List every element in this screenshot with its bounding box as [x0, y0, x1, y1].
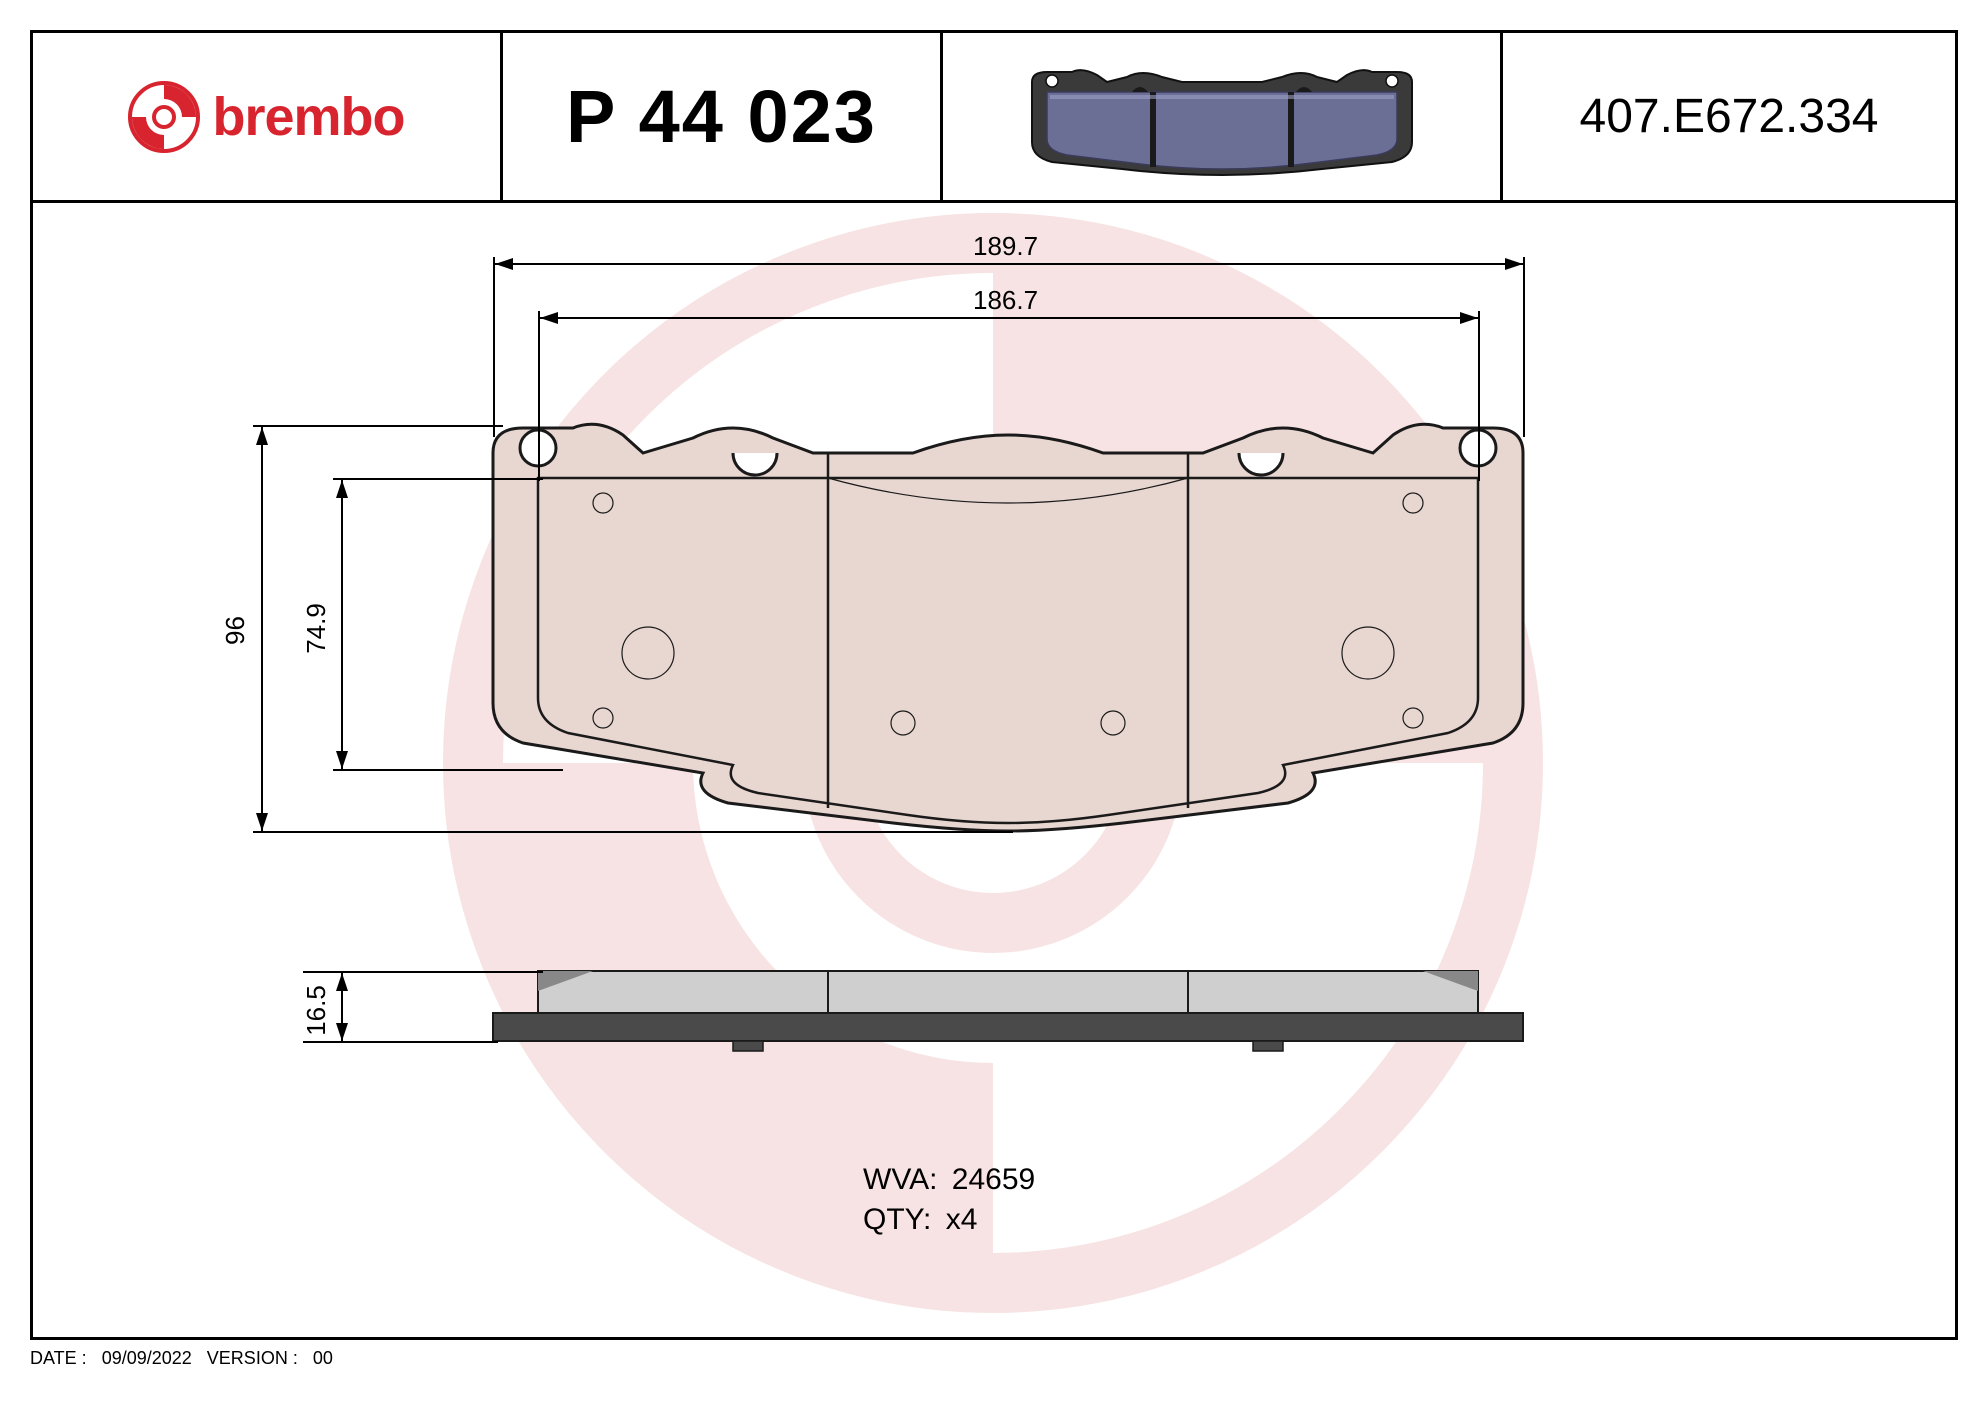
- pad-front-view: [483, 373, 1533, 833]
- arrow-icon: [256, 813, 268, 831]
- dim-line-friction-width: [540, 317, 1478, 319]
- arrow-icon: [336, 480, 348, 498]
- dim-line-friction-height: [341, 480, 343, 769]
- footer-version-value: 00: [313, 1348, 333, 1368]
- ext-line: [1523, 257, 1525, 437]
- ext-line: [493, 257, 495, 437]
- qty-label: QTY:: [863, 1203, 931, 1236]
- render-cell: [943, 33, 1503, 200]
- arrow-icon: [540, 312, 558, 324]
- ext-line: [253, 831, 1013, 833]
- dim-line-overall-width: [495, 263, 1523, 265]
- dim-friction-height: 74.9: [301, 603, 332, 654]
- dim-friction-width: 186.7: [973, 285, 1038, 316]
- dim-line-overall-height: [261, 427, 263, 831]
- brembo-logo: brembo: [128, 81, 404, 153]
- logo-cell: brembo: [33, 33, 503, 200]
- wva-label: WVA:: [863, 1163, 937, 1196]
- dim-thickness: 16.5: [301, 985, 332, 1036]
- drawing-body: 189.7 186.7 96 74.9 16.5 WVA: 24659: [33, 203, 1955, 1337]
- qty-value: x4: [946, 1203, 978, 1236]
- ext-line: [1478, 311, 1480, 481]
- wva-row: WVA: 24659: [863, 1163, 1035, 1197]
- ext-line: [333, 478, 543, 480]
- brembo-icon: [128, 81, 200, 153]
- arrow-icon: [1505, 258, 1523, 270]
- part-number-cell: P 44 023: [503, 33, 943, 200]
- footer-version-label: VERSION :: [207, 1348, 298, 1368]
- arrow-icon: [495, 258, 513, 270]
- drawing-code-cell: 407.E672.334: [1503, 33, 1955, 200]
- arrow-icon: [336, 1023, 348, 1041]
- pad-side-view: [483, 963, 1533, 1063]
- part-number: P 44 023: [566, 74, 877, 159]
- drawing-code: 407.E672.334: [1580, 89, 1879, 144]
- ext-line: [303, 1041, 498, 1043]
- qty-row: QTY: x4: [863, 1203, 977, 1237]
- dim-overall-height: 96: [220, 616, 251, 645]
- header-row: brembo P 44 023: [33, 33, 1955, 203]
- footer-date-value: 09/09/2022: [102, 1348, 192, 1368]
- arrow-icon: [256, 427, 268, 445]
- brand-text: brembo: [212, 86, 404, 148]
- arrow-icon: [336, 973, 348, 991]
- drawing-frame: brembo P 44 023: [30, 30, 1958, 1340]
- arrow-icon: [1460, 312, 1478, 324]
- pad-3d-render: [1012, 47, 1432, 187]
- arrow-icon: [336, 751, 348, 769]
- ext-line: [253, 425, 503, 427]
- wva-value: 24659: [952, 1163, 1035, 1196]
- ext-line: [538, 311, 540, 481]
- dim-overall-width: 189.7: [973, 231, 1038, 262]
- footer-date-label: DATE :: [30, 1348, 87, 1368]
- footer: DATE : 09/09/2022 VERSION : 00: [30, 1348, 333, 1369]
- ext-line: [333, 769, 563, 771]
